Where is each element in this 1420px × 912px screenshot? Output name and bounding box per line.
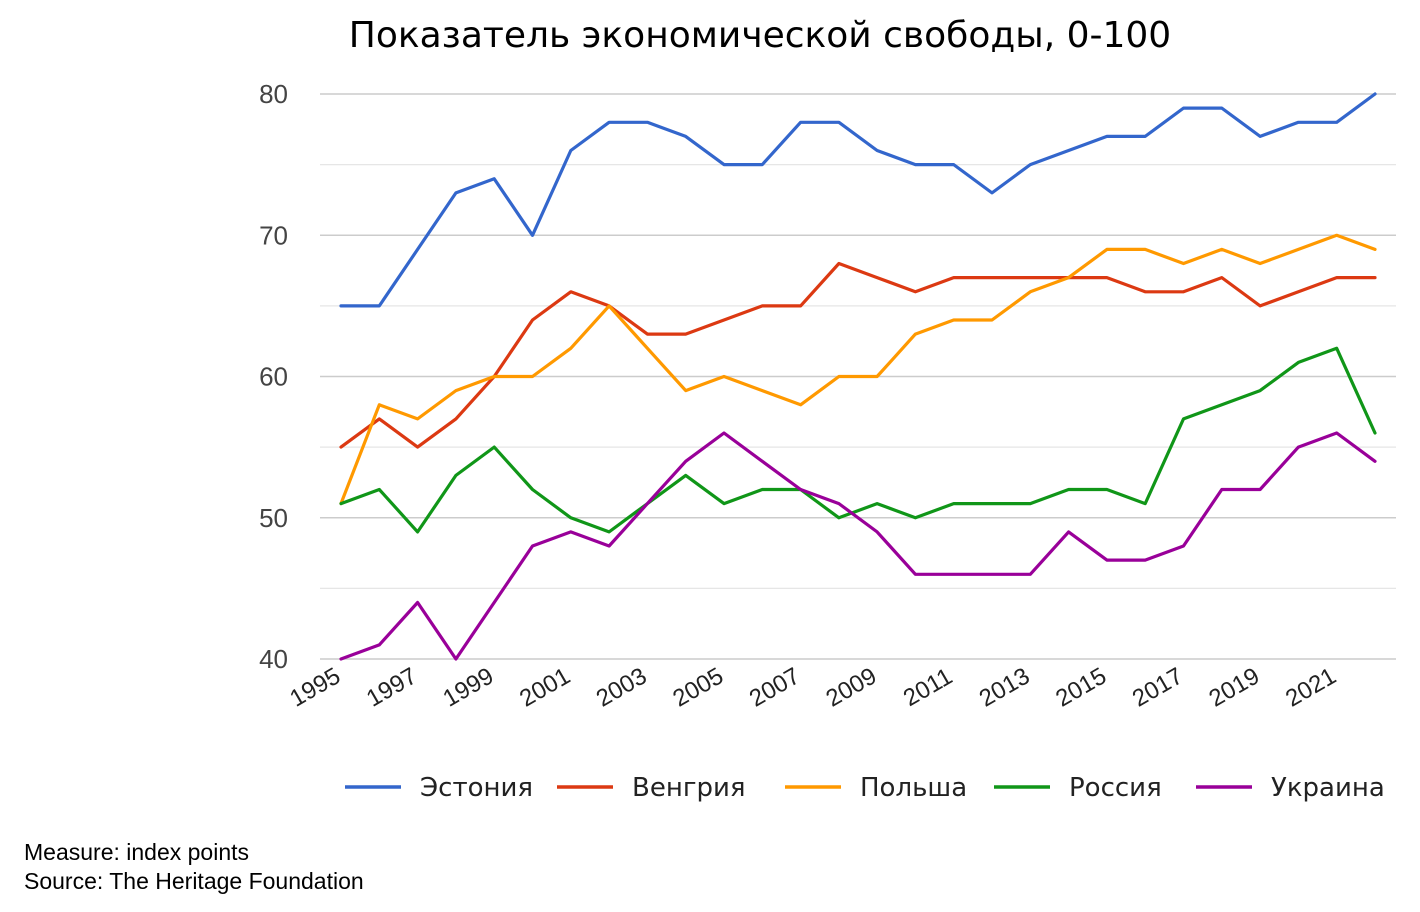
x-tick-label: 1999	[439, 662, 499, 712]
x-tick-label: 2011	[899, 663, 957, 712]
x-tick-label: 2019	[1204, 662, 1264, 712]
legend-item: Польша	[785, 773, 967, 803]
y-tick-label: 60	[259, 362, 288, 392]
x-tick-label: 2013	[975, 662, 1035, 712]
x-tick-label: 2003	[592, 662, 652, 712]
series-line-1	[339, 92, 1377, 308]
x-tick-label: 2015	[1051, 662, 1111, 712]
y-tick-label: 40	[259, 644, 288, 674]
y-tick-label: 70	[259, 220, 288, 250]
x-tick-label: 1995	[285, 662, 345, 712]
legend-item: Украина	[1196, 773, 1385, 803]
x-tick-label: 2009	[822, 662, 882, 712]
legend: Эстония Венгрия Польша Россия Украина	[345, 773, 1385, 803]
source-note: Source: The Heritage Foundation	[24, 868, 364, 894]
x-tick-label: 2007	[745, 662, 805, 712]
legend-label: Венгрия	[632, 773, 746, 803]
series-line-4	[339, 346, 1377, 534]
legend-label: Россия	[1069, 773, 1162, 803]
y-tick-label: 80	[259, 79, 288, 109]
y-axis-ticks: 40 50 60 70 80	[259, 79, 288, 674]
legend-label: Эстония	[420, 773, 533, 803]
legend-item: Россия	[994, 773, 1162, 803]
x-tick-label: 2001	[515, 662, 575, 712]
footer-notes: Measure: index points Source: The Herita…	[24, 838, 364, 896]
series-lines	[339, 92, 1377, 661]
series-line-3	[339, 233, 1377, 506]
legend-item: Эстония	[345, 773, 533, 803]
legend-item: Венгрия	[557, 773, 746, 803]
x-tick-label: 2021	[1281, 662, 1341, 712]
measure-note: Measure: index points	[24, 839, 250, 865]
series-line-5	[339, 431, 1377, 661]
y-tick-label: 50	[259, 503, 288, 533]
x-tick-label: 1997	[362, 662, 422, 712]
series-line-2	[339, 261, 1377, 449]
legend-label: Польша	[860, 773, 967, 803]
legend-label: Украина	[1271, 773, 1385, 803]
x-axis-ticks: 1995 1997 1999 2001 2003 2005 2007 2009 2011 2013…	[285, 662, 1340, 712]
chart-title: Показатель экономической свободы, 0-100	[349, 15, 1171, 56]
x-tick-label: 2017	[1128, 662, 1188, 712]
x-tick-label: 2005	[668, 662, 728, 712]
